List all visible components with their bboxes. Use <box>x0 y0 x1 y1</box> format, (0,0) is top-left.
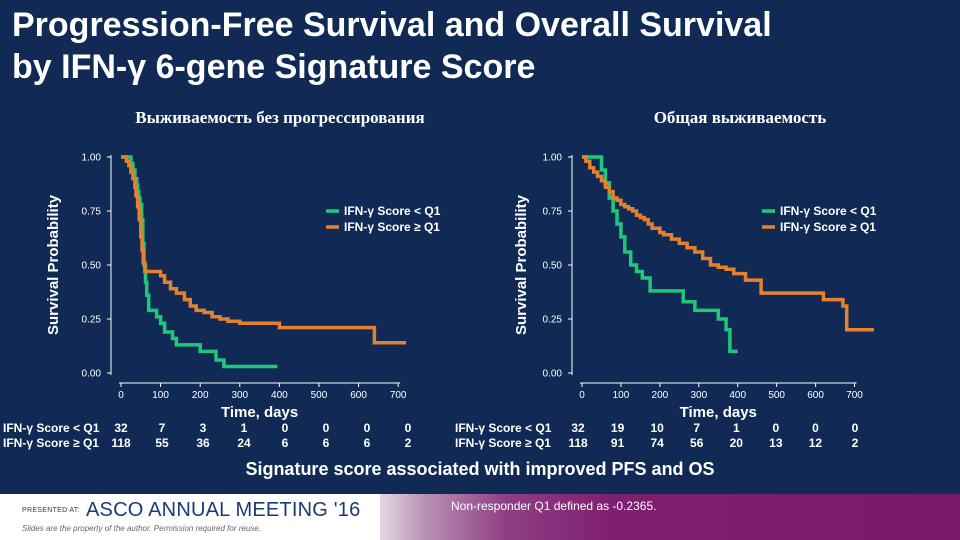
os-risk-row-label: IFN-γ Score < Q1 <box>455 421 552 435</box>
os-x-tick-label: 500 <box>768 390 785 401</box>
pfs-risk-value: 32 <box>114 421 128 435</box>
os-risk-value: 19 <box>611 421 625 435</box>
os-x-tick-label: 400 <box>729 390 746 401</box>
pfs-x-tick-label: 200 <box>192 390 209 401</box>
pfs-x-tick-label: 100 <box>152 390 169 401</box>
os-x-axis-label: Time, days <box>680 404 757 421</box>
pfs-x-tick-label: 600 <box>350 390 367 401</box>
os-risk-value: 2 <box>852 436 859 450</box>
pfs-y-tick-label: 0.00 <box>82 369 102 380</box>
pfs-risk-value: 0 <box>405 421 412 435</box>
pfs-legend-label-high: IFN-γ Score ≥ Q1 <box>344 220 440 234</box>
footnote: Non-responder Q1 defined as -0.2365. <box>451 499 657 513</box>
pfs-x-tick-label: 700 <box>390 390 407 401</box>
os-x-tick-label: 100 <box>613 390 630 401</box>
pfs-risk-row-label: IFN-γ Score < Q1 <box>3 421 100 435</box>
os-risk-value: 7 <box>693 421 700 435</box>
pfs-risk-value: 0 <box>282 421 289 435</box>
os-risk-value: 13 <box>769 436 783 450</box>
pfs-curve-low <box>121 155 278 369</box>
slide-title-line-2: by IFN-γ 6-gene Signature Score <box>12 48 536 86</box>
pfs-risk-value: 0 <box>323 421 330 435</box>
pfs-risk-value: 55 <box>155 436 169 450</box>
pfs-y-tick-label: 0.25 <box>82 315 102 326</box>
os-risk-value: 0 <box>812 421 819 435</box>
pfs-risk-value: 1 <box>241 421 248 435</box>
pfs-legend-label-low: IFN-γ Score < Q1 <box>344 204 441 218</box>
pfs-risk-value: 0 <box>364 421 371 435</box>
os-risk-value: 1 <box>733 421 740 435</box>
pfs-risk-value: 118 <box>111 436 131 450</box>
os-risk-value: 12 <box>809 436 823 450</box>
pfs-y-axis-label: Survival Probability <box>45 194 62 335</box>
conclusion-text: Signature score associated with improved… <box>245 459 715 479</box>
os-x-tick-label: 200 <box>652 390 669 401</box>
os-y-tick-label: 0.25 <box>543 315 563 326</box>
os-risk-row-label: IFN-γ Score ≥ Q1 <box>455 436 551 450</box>
os-y-axis-label: Survival Probability <box>513 194 530 335</box>
os-y-tick-label: 0.75 <box>543 207 563 218</box>
os-risk-value: 74 <box>650 436 664 450</box>
pfs-risk-value: 6 <box>323 436 330 450</box>
pfs-y-tick-label: 0.50 <box>82 261 102 272</box>
pfs-x-tick-label: 500 <box>311 390 328 401</box>
pfs-panel-title: Выживаемость без прогрессирования <box>135 108 425 127</box>
footer: PRESENTED AT: ASCO ANNUAL MEETING '16 Sl… <box>0 494 960 540</box>
pfs-x-tick-label: 0 <box>118 390 124 401</box>
pfs-risk-value: 24 <box>237 436 251 450</box>
rights-notice: Slides are the property of the author. P… <box>22 524 261 533</box>
os-risk-value: 20 <box>730 436 744 450</box>
os-x-tick-label: 600 <box>807 390 824 401</box>
pfs-y-tick-label: 0.75 <box>82 207 102 218</box>
meeting-logo-text: ASCO ANNUAL MEETING '16 <box>86 499 361 521</box>
slide-title-line-1: Progression-Free Survival and Overall Su… <box>12 6 772 44</box>
os-risk-value: 118 <box>568 436 588 450</box>
pfs-y-tick-label: 1.00 <box>82 153 102 164</box>
slide-title: Progression-Free Survival and Overall Su… <box>12 4 952 88</box>
os-x-tick-label: 700 <box>846 390 863 401</box>
os-legend-label-high: IFN-γ Score ≥ Q1 <box>780 220 876 234</box>
os-risk-value: 0 <box>773 421 780 435</box>
pfs-risk-value: 6 <box>282 436 289 450</box>
os-x-tick-label: 300 <box>690 390 707 401</box>
os-y-tick-label: 1.00 <box>543 153 563 164</box>
pfs-risk-row-label: IFN-γ Score ≥ Q1 <box>3 436 99 450</box>
os-legend-label-low: IFN-γ Score < Q1 <box>780 204 877 218</box>
os-risk-value: 10 <box>650 421 664 435</box>
pfs-curve-high <box>121 155 407 345</box>
pfs-x-tick-label: 300 <box>231 390 248 401</box>
pfs-risk-value: 2 <box>405 436 412 450</box>
os-risk-value: 56 <box>690 436 704 450</box>
pfs-x-axis-label: Time, days <box>221 404 298 421</box>
pfs-risk-value: 6 <box>364 436 371 450</box>
pfs-x-tick-label: 400 <box>271 390 288 401</box>
os-y-tick-label: 0.50 <box>543 261 563 272</box>
pfs-risk-value: 7 <box>159 421 166 435</box>
os-panel-title: Общая выживаемость <box>653 108 827 127</box>
pfs-risk-value: 36 <box>196 436 210 450</box>
presented-at-label: PRESENTED AT: <box>22 507 80 514</box>
pfs-risk-value: 3 <box>200 421 207 435</box>
os-risk-value: 91 <box>611 436 625 450</box>
survival-charts: 0.000.250.500.751.000 100 200 300 400 500 600 7… <box>3 153 877 451</box>
os-risk-value: 0 <box>852 421 859 435</box>
os-y-tick-label: 0.00 <box>543 369 563 380</box>
footer-gradient-band <box>380 494 960 540</box>
os-curve-low <box>582 155 738 354</box>
os-x-tick-label: 0 <box>579 390 585 401</box>
os-risk-value: 32 <box>571 421 585 435</box>
os-curve-high <box>582 155 874 332</box>
